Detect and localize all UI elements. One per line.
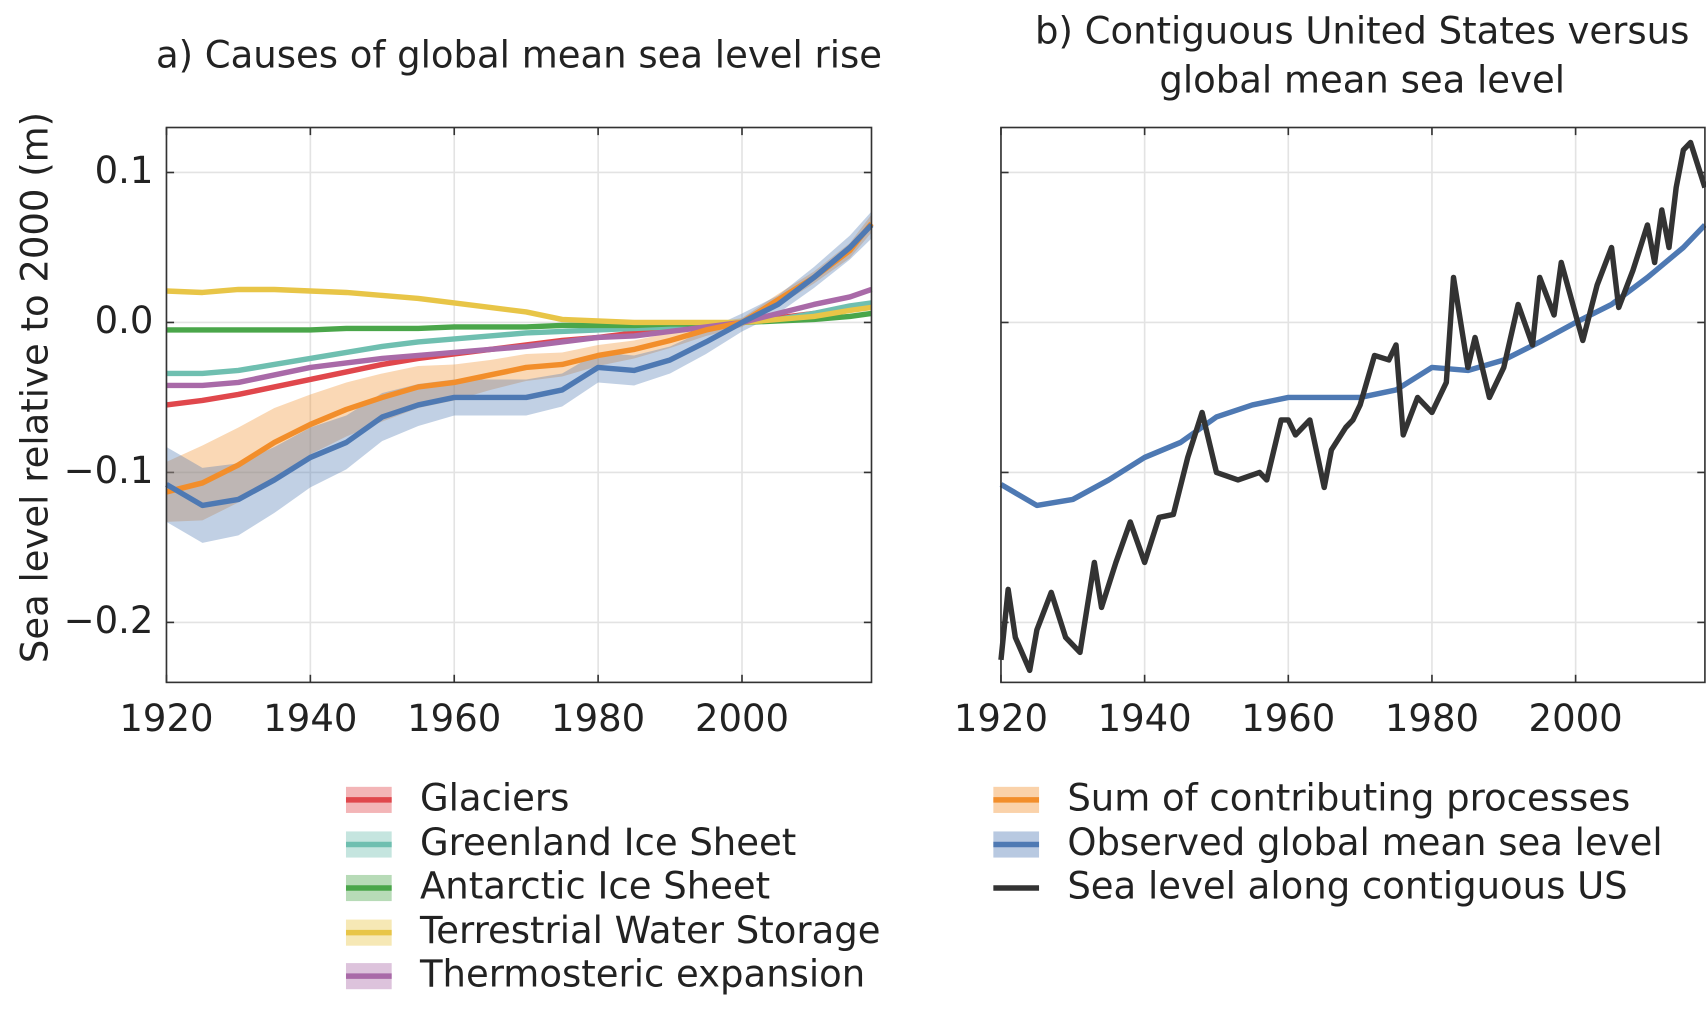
uncertainty-band — [166, 211, 872, 543]
series-line — [998, 139, 1706, 674]
legend-label: Antarctic Ice Sheet — [420, 865, 770, 908]
y-tick-label: 0.0 — [95, 299, 154, 342]
legend-label: Sum of contributing processes — [1067, 776, 1630, 819]
legend-label: Greenland Ice Sheet — [420, 821, 796, 864]
x-tick-label: 1940 — [263, 697, 357, 740]
y-axis-label: Sea level relative to 2000 (m) — [13, 112, 56, 663]
x-tick-label: 1920 — [119, 697, 213, 740]
x-tick-label: 2000 — [695, 697, 789, 740]
x-tick-label: 1980 — [551, 697, 645, 740]
panel-title: b) Contiguous United States versus — [1035, 9, 1689, 52]
plot-frame — [1000, 126, 1706, 684]
series-line — [165, 223, 874, 509]
y-tick-label: −0.1 — [64, 449, 154, 492]
x-tick-label: 1960 — [407, 697, 501, 740]
y-tick-label: 0.1 — [95, 149, 154, 192]
plot-frame — [165, 126, 873, 684]
x-tick-label: 1940 — [1098, 697, 1192, 740]
y-tick-label: −0.2 — [64, 599, 154, 642]
legend-label: Glaciers — [420, 776, 569, 819]
x-tick-label: 1960 — [1241, 697, 1335, 740]
x-tick-label: 1980 — [1385, 697, 1479, 740]
panel-title: a) Causes of global mean sea level rise — [156, 33, 882, 76]
legend-label: Terrestrial Water Storage — [419, 909, 881, 952]
legend-label: Thermosteric expansion — [419, 953, 865, 996]
legend-label: Sea level along contiguous US — [1067, 865, 1627, 908]
series-line — [166, 286, 873, 389]
x-tick-label: 2000 — [1529, 697, 1623, 740]
panel-title: global mean sea level — [1159, 58, 1565, 101]
x-tick-label: 1920 — [954, 697, 1048, 740]
legend-label: Observed global mean sea level — [1067, 821, 1662, 864]
series-line — [166, 286, 872, 326]
